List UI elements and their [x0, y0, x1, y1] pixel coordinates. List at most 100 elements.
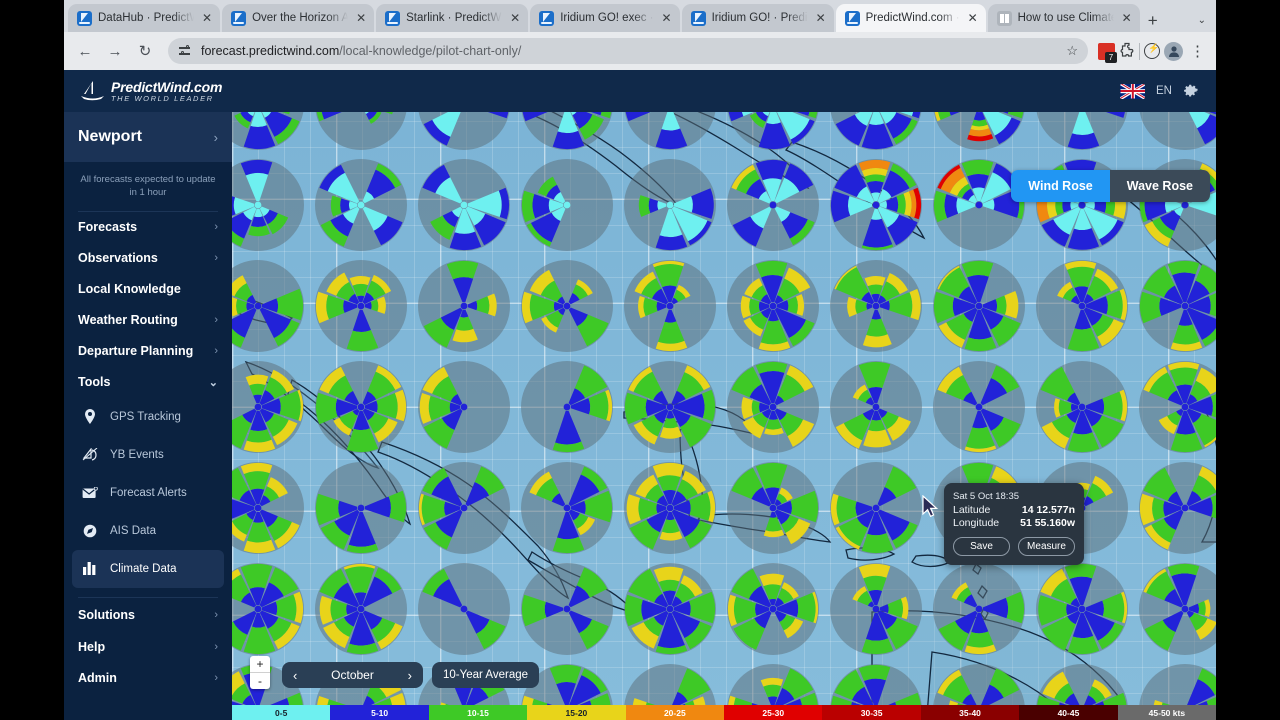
longitude-value: 51 55.160w	[1020, 517, 1075, 529]
map-zoom-control[interactable]: + -	[250, 656, 270, 689]
prev-month-icon[interactable]: ‹	[293, 667, 298, 683]
tab-title: PredictWind.com ·	[865, 12, 960, 24]
address-bar[interactable]: forecast.predictwind.com/local-knowledge…	[168, 38, 1088, 64]
latitude-label: Latitude	[953, 504, 991, 516]
browser-chrome: DataHub · PredictWind ✕ Over the Horizon…	[64, 0, 1216, 70]
language-label[interactable]: EN	[1156, 85, 1172, 97]
pilot-chart-map[interactable]: Wind Rose Wave Rose Sat 5 Oct 18:35 Lati…	[232, 112, 1216, 720]
sidebar-item-forecasts[interactable]: Forecasts ›	[64, 212, 232, 243]
sidebar-item-local-knowledge[interactable]: Local Knowledge	[64, 274, 232, 305]
browser-menu-icon[interactable]: ⋮	[1190, 43, 1205, 60]
sidebar-item-label: Departure Planning	[78, 344, 194, 359]
legend-segment: 25-30	[724, 705, 823, 720]
browser-tab[interactable]: Starlink · PredictWind ✕	[376, 4, 529, 32]
avatar[interactable]	[1164, 41, 1183, 61]
forecast-update-notice: All forecasts expected to update in 1 ho…	[80, 174, 216, 198]
rose-type-toggle[interactable]: Wind Rose Wave Rose	[1011, 170, 1210, 202]
wind-rose-layer	[232, 112, 1216, 720]
extensions-puzzle-icon[interactable]	[1119, 42, 1135, 61]
back-icon[interactable]: ←	[77, 42, 93, 60]
uk-flag-icon[interactable]	[1120, 83, 1146, 99]
sidebar: Newport › All forecasts expected to upda…	[64, 112, 232, 720]
tab-strip: DataHub · PredictWind ✕ Over the Horizon…	[64, 0, 1216, 32]
tab-title: How to use Climate	[1017, 12, 1114, 24]
month-picker[interactable]: ‹ October ›	[282, 662, 423, 688]
divider	[78, 596, 218, 598]
predictwind-favicon-icon	[231, 10, 247, 26]
sidebar-item-label: Solutions	[78, 607, 135, 622]
sidebar-item-observations[interactable]: Observations ›	[64, 243, 232, 274]
new-tab-button[interactable]: +	[1147, 11, 1158, 30]
legend-segment: 45-50 kts	[1117, 705, 1216, 720]
predictwind-logo[interactable]: PredictWind.com THE WORLD LEADER	[80, 80, 222, 103]
close-icon[interactable]: ✕	[661, 11, 672, 25]
doc-favicon-icon	[996, 10, 1012, 26]
chevron-right-icon: ›	[214, 608, 218, 621]
sidebar-item-climate-data[interactable]: Climate Data	[72, 549, 224, 588]
legend-segment: 20-25	[625, 705, 725, 720]
sidebar-item-gps-tracking[interactable]: GPS Tracking	[72, 398, 224, 436]
sidebar-item-label: Weather Routing	[78, 313, 178, 328]
browser-tab-active[interactable]: PredictWind.com · ✕	[835, 4, 986, 32]
sidebar-item-solutions[interactable]: Solutions ›	[64, 598, 232, 632]
browser-tab[interactable]: Iridium GO! exec · ✕	[530, 4, 680, 32]
sidebar-item-admin[interactable]: Admin ›	[64, 663, 232, 694]
performance-leaf-icon[interactable]	[1144, 43, 1160, 59]
latitude-value: 14 12.577n	[1021, 504, 1075, 516]
compass-icon	[82, 524, 98, 538]
sidebar-item-label: Help	[78, 640, 106, 655]
url-text: forecast.predictwind.com/local-knowledge…	[201, 44, 1058, 58]
close-icon[interactable]: ✕	[356, 11, 367, 25]
chevron-right-icon: ›	[214, 252, 218, 265]
sidebar-location-selector[interactable]: Newport ›	[64, 112, 232, 162]
toolbar-divider	[1139, 42, 1140, 60]
forward-icon[interactable]: →	[107, 42, 123, 60]
wave-rose-tab[interactable]: Wave Rose	[1109, 170, 1210, 202]
gear-icon[interactable]	[1183, 83, 1200, 100]
close-icon[interactable]: ✕	[202, 11, 213, 25]
sidebar-item-label: Climate Data	[110, 562, 177, 575]
browser-tab[interactable]: How to use Climate ✕	[987, 4, 1140, 32]
yb-sail-icon	[82, 448, 98, 461]
browser-tab[interactable]: DataHub · PredictWind ✕	[68, 4, 221, 32]
sidebar-item-forecast-alerts[interactable]: Forecast Alerts	[72, 474, 224, 512]
save-button[interactable]: Save	[953, 537, 1010, 556]
bookmark-star-icon[interactable]: ☆	[1066, 43, 1078, 58]
reload-icon[interactable]: ↻	[138, 43, 152, 60]
mouse-cursor-icon	[922, 495, 939, 518]
close-icon[interactable]: ✕	[510, 11, 521, 25]
sidebar-item-weather-routing[interactable]: Weather Routing ›	[64, 305, 232, 336]
measure-button[interactable]: Measure	[1018, 537, 1075, 556]
envelope-icon	[82, 486, 98, 499]
site-settings-icon[interactable]	[179, 44, 193, 58]
sidebar-item-label: YB Events	[110, 448, 164, 461]
zoom-in-button[interactable]: +	[256, 657, 264, 671]
sailboat-icon	[81, 81, 104, 101]
browser-tab[interactable]: Over the Horizon A ✕	[222, 4, 375, 32]
wind-speed-legend: 0-5 5-10 10-15 15-20 20-25 25-30 30-35 3…	[232, 705, 1216, 720]
tab-search-icon[interactable]: ⌄	[1197, 15, 1206, 26]
sidebar-item-tools[interactable]: Tools ⌄	[64, 367, 232, 398]
map-pin-icon	[82, 409, 98, 425]
tab-title: Starlink · PredictWind	[406, 12, 502, 24]
sidebar-item-ais-data[interactable]: AIS Data	[72, 512, 224, 550]
longitude-label: Longitude	[953, 517, 1000, 529]
extension-icon[interactable]: 7	[1098, 42, 1117, 63]
url-host: forecast.predictwind.com	[201, 44, 340, 58]
logo-title: PredictWind.com	[111, 78, 223, 95]
predictwind-favicon-icon	[77, 10, 92, 26]
close-icon[interactable]: ✕	[815, 11, 826, 25]
wind-rose-tab[interactable]: Wind Rose	[1011, 170, 1110, 202]
zoom-out-button[interactable]: -	[258, 674, 262, 688]
sidebar-item-yb-events[interactable]: YB Events	[72, 436, 224, 474]
close-icon[interactable]: ✕	[1121, 11, 1132, 25]
popup-datetime: Sat 5 Oct 18:35	[953, 491, 1020, 502]
next-month-icon[interactable]: ›	[407, 667, 412, 683]
average-period-button[interactable]: 10-Year Average	[432, 662, 540, 688]
browser-tab[interactable]: Iridium GO! · Predic ✕	[681, 4, 834, 32]
sidebar-item-departure-planning[interactable]: Departure Planning ›	[64, 336, 232, 367]
close-icon[interactable]: ✕	[967, 11, 978, 25]
sidebar-item-help[interactable]: Help ›	[64, 632, 232, 663]
tab-title: Iridium GO! · Predic	[711, 12, 808, 24]
